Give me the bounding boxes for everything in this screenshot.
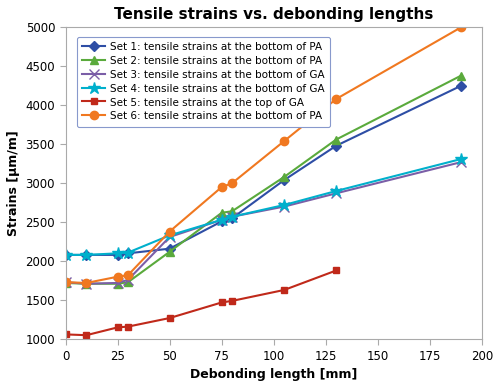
Line: Set 3: tensile strains at the bottom of GA: Set 3: tensile strains at the bottom of … xyxy=(60,157,466,289)
Set 5: tensile strains at the top of GA: (105, 1.63e+03): tensile strains at the top of GA: (105, … xyxy=(281,288,287,292)
Set 1: tensile strains at the bottom of PA: (130, 3.48e+03): tensile strains at the bottom of PA: (13… xyxy=(333,144,339,148)
Set 2: tensile strains at the bottom of PA: (25, 1.71e+03): tensile strains at the bottom of PA: (25… xyxy=(114,281,120,286)
Set 6: tensile strains at the bottom of PA: (30, 1.82e+03): tensile strains at the bottom of PA: (30… xyxy=(125,273,131,277)
Set 6: tensile strains at the bottom of PA: (50, 2.38e+03): tensile strains at the bottom of PA: (50… xyxy=(166,229,172,234)
Set 6: tensile strains at the bottom of PA: (80, 3e+03): tensile strains at the bottom of PA: (80… xyxy=(229,181,235,185)
Set 1: tensile strains at the bottom of PA: (50, 2.16e+03): tensile strains at the bottom of PA: (50… xyxy=(166,246,172,251)
Set 4: tensile strains at the bottom of GA: (50, 2.33e+03): tensile strains at the bottom of GA: (50… xyxy=(166,233,172,238)
Set 3: tensile strains at the bottom of GA: (30, 1.76e+03): tensile strains at the bottom of GA: (30… xyxy=(125,277,131,282)
Set 1: tensile strains at the bottom of PA: (105, 3.04e+03): tensile strains at the bottom of PA: (10… xyxy=(281,178,287,182)
Set 2: tensile strains at the bottom of PA: (80, 2.64e+03): tensile strains at the bottom of PA: (80… xyxy=(229,209,235,213)
Line: Set 2: tensile strains at the bottom of PA: Set 2: tensile strains at the bottom of … xyxy=(62,71,466,288)
Title: Tensile strains vs. debonding lengths: Tensile strains vs. debonding lengths xyxy=(114,7,434,22)
Set 3: tensile strains at the bottom of GA: (80, 2.57e+03): tensile strains at the bottom of GA: (80… xyxy=(229,215,235,219)
Set 2: tensile strains at the bottom of PA: (50, 2.12e+03): tensile strains at the bottom of PA: (50… xyxy=(166,249,172,254)
Set 6: tensile strains at the bottom of PA: (10, 1.72e+03): tensile strains at the bottom of PA: (10… xyxy=(84,281,89,285)
Set 5: tensile strains at the top of GA: (50, 1.27e+03): tensile strains at the top of GA: (50, 1… xyxy=(166,316,172,320)
Set 4: tensile strains at the bottom of GA: (80, 2.57e+03): tensile strains at the bottom of GA: (80… xyxy=(229,215,235,219)
Set 2: tensile strains at the bottom of PA: (190, 4.38e+03): tensile strains at the bottom of PA: (19… xyxy=(458,73,464,78)
Set 3: tensile strains at the bottom of GA: (50, 2.31e+03): tensile strains at the bottom of GA: (50… xyxy=(166,235,172,239)
Set 2: tensile strains at the bottom of PA: (75, 2.62e+03): tensile strains at the bottom of PA: (75… xyxy=(218,210,224,215)
Set 6: tensile strains at the bottom of PA: (190, 5e+03): tensile strains at the bottom of PA: (19… xyxy=(458,25,464,29)
Set 5: tensile strains at the top of GA: (130, 1.88e+03): tensile strains at the top of GA: (130, … xyxy=(333,268,339,273)
Set 5: tensile strains at the top of GA: (10, 1.05e+03): tensile strains at the top of GA: (10, 1… xyxy=(84,333,89,338)
Line: Set 6: tensile strains at the bottom of PA: Set 6: tensile strains at the bottom of … xyxy=(62,23,466,287)
Set 1: tensile strains at the bottom of PA: (75, 2.51e+03): tensile strains at the bottom of PA: (75… xyxy=(218,219,224,224)
Set 5: tensile strains at the top of GA: (75, 1.47e+03): tensile strains at the top of GA: (75, 1… xyxy=(218,300,224,305)
Set 4: tensile strains at the bottom of GA: (30, 2.11e+03): tensile strains at the bottom of GA: (30… xyxy=(125,250,131,255)
Set 5: tensile strains at the top of GA: (80, 1.49e+03): tensile strains at the top of GA: (80, 1… xyxy=(229,298,235,303)
Set 4: tensile strains at the bottom of GA: (25, 2.1e+03): tensile strains at the bottom of GA: (25… xyxy=(114,251,120,256)
Set 1: tensile strains at the bottom of PA: (0, 2.08e+03): tensile strains at the bottom of PA: (0,… xyxy=(62,253,68,257)
Set 3: tensile strains at the bottom of GA: (25, 1.72e+03): tensile strains at the bottom of GA: (25… xyxy=(114,281,120,285)
Set 3: tensile strains at the bottom of GA: (10, 1.71e+03): tensile strains at the bottom of GA: (10… xyxy=(84,281,89,286)
Set 1: tensile strains at the bottom of PA: (25, 2.08e+03): tensile strains at the bottom of PA: (25… xyxy=(114,253,120,257)
Set 4: tensile strains at the bottom of GA: (190, 3.31e+03): tensile strains at the bottom of GA: (19… xyxy=(458,157,464,161)
Set 1: tensile strains at the bottom of PA: (80, 2.55e+03): tensile strains at the bottom of PA: (80… xyxy=(229,216,235,221)
Set 6: tensile strains at the bottom of PA: (0, 1.73e+03): tensile strains at the bottom of PA: (0,… xyxy=(62,280,68,284)
Set 6: tensile strains at the bottom of PA: (25, 1.8e+03): tensile strains at the bottom of PA: (25… xyxy=(114,274,120,279)
Line: Set 1: tensile strains at the bottom of PA: Set 1: tensile strains at the bottom of … xyxy=(62,82,464,258)
Set 4: tensile strains at the bottom of GA: (0, 2.08e+03): tensile strains at the bottom of GA: (0,… xyxy=(62,253,68,257)
Set 3: tensile strains at the bottom of GA: (190, 3.27e+03): tensile strains at the bottom of GA: (19… xyxy=(458,160,464,165)
Set 2: tensile strains at the bottom of PA: (0, 1.72e+03): tensile strains at the bottom of PA: (0,… xyxy=(62,281,68,285)
Set 4: tensile strains at the bottom of GA: (10, 2.08e+03): tensile strains at the bottom of GA: (10… xyxy=(84,253,89,257)
Set 3: tensile strains at the bottom of GA: (0, 1.73e+03): tensile strains at the bottom of GA: (0,… xyxy=(62,280,68,284)
Set 5: tensile strains at the top of GA: (0, 1.06e+03): tensile strains at the top of GA: (0, 1.… xyxy=(62,332,68,337)
Set 3: tensile strains at the bottom of GA: (105, 2.7e+03): tensile strains at the bottom of GA: (10… xyxy=(281,204,287,209)
Y-axis label: Strains [µm/m]: Strains [µm/m] xyxy=(7,130,20,236)
Set 1: tensile strains at the bottom of PA: (190, 4.25e+03): tensile strains at the bottom of PA: (19… xyxy=(458,83,464,88)
Set 5: tensile strains at the top of GA: (30, 1.16e+03): tensile strains at the top of GA: (30, 1… xyxy=(125,324,131,329)
Set 1: tensile strains at the bottom of PA: (30, 2.1e+03): tensile strains at the bottom of PA: (30… xyxy=(125,251,131,256)
Line: Set 5: tensile strains at the top of GA: Set 5: tensile strains at the top of GA xyxy=(62,267,340,339)
Set 3: tensile strains at the bottom of GA: (130, 2.87e+03): tensile strains at the bottom of GA: (13… xyxy=(333,191,339,196)
Set 4: tensile strains at the bottom of GA: (130, 2.9e+03): tensile strains at the bottom of GA: (13… xyxy=(333,189,339,193)
Set 6: tensile strains at the bottom of PA: (75, 2.95e+03): tensile strains at the bottom of PA: (75… xyxy=(218,185,224,189)
Set 4: tensile strains at the bottom of GA: (105, 2.72e+03): tensile strains at the bottom of GA: (10… xyxy=(281,203,287,207)
Set 2: tensile strains at the bottom of PA: (130, 3.56e+03): tensile strains at the bottom of PA: (13… xyxy=(333,137,339,142)
Set 2: tensile strains at the bottom of PA: (105, 3.08e+03): tensile strains at the bottom of PA: (10… xyxy=(281,175,287,179)
Set 6: tensile strains at the bottom of PA: (130, 4.08e+03): tensile strains at the bottom of PA: (13… xyxy=(333,97,339,101)
Line: Set 4: tensile strains at the bottom of GA: Set 4: tensile strains at the bottom of … xyxy=(60,153,468,261)
Set 3: tensile strains at the bottom of GA: (75, 2.53e+03): tensile strains at the bottom of GA: (75… xyxy=(218,218,224,222)
Set 5: tensile strains at the top of GA: (25, 1.15e+03): tensile strains at the top of GA: (25, 1… xyxy=(114,325,120,330)
X-axis label: Debonding length [mm]: Debonding length [mm] xyxy=(190,368,358,381)
Set 1: tensile strains at the bottom of PA: (10, 2.08e+03): tensile strains at the bottom of PA: (10… xyxy=(84,253,89,257)
Set 6: tensile strains at the bottom of PA: (105, 3.54e+03): tensile strains at the bottom of PA: (10… xyxy=(281,139,287,144)
Legend: Set 1: tensile strains at the bottom of PA, Set 2: tensile strains at the bottom: Set 1: tensile strains at the bottom of … xyxy=(77,36,330,126)
Set 4: tensile strains at the bottom of GA: (75, 2.53e+03): tensile strains at the bottom of GA: (75… xyxy=(218,218,224,222)
Set 2: tensile strains at the bottom of PA: (10, 1.71e+03): tensile strains at the bottom of PA: (10… xyxy=(84,281,89,286)
Set 2: tensile strains at the bottom of PA: (30, 1.73e+03): tensile strains at the bottom of PA: (30… xyxy=(125,280,131,284)
